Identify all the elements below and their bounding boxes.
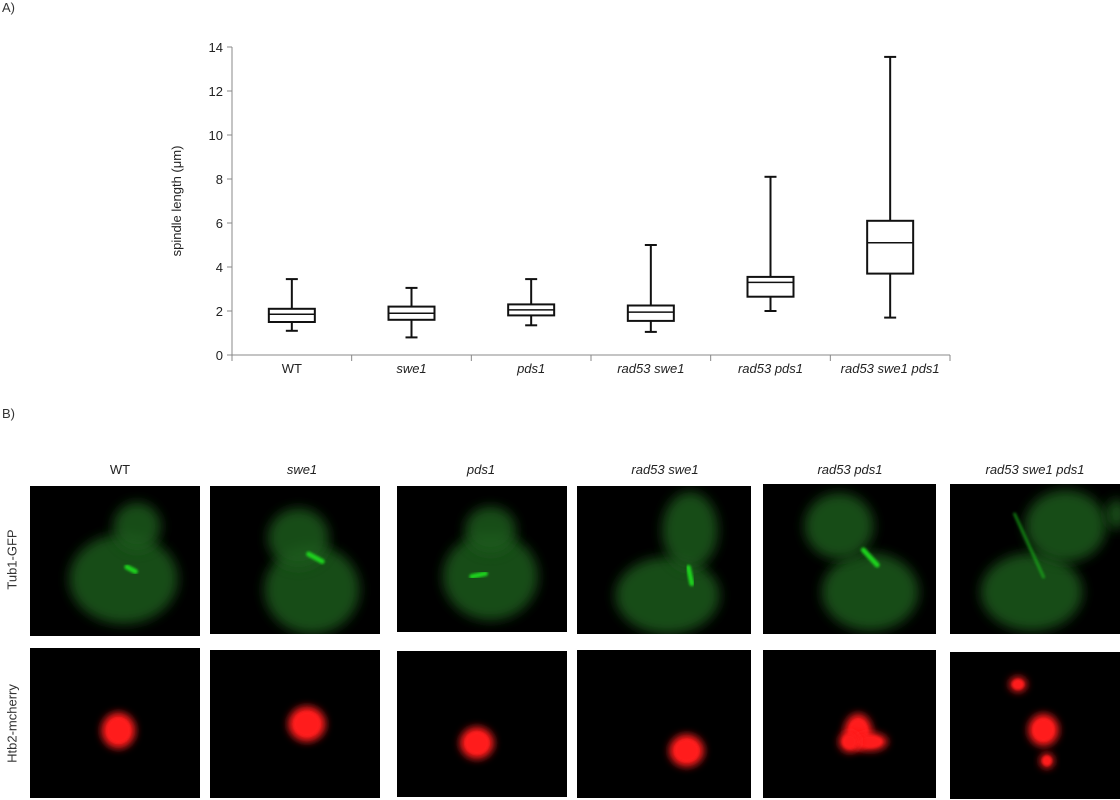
spindle — [124, 564, 138, 574]
y-tick-label: 2 — [216, 304, 223, 319]
iqr-box — [626, 304, 675, 322]
y-tick-label: 0 — [216, 348, 223, 363]
cell-body — [821, 553, 919, 631]
cell-body — [113, 502, 161, 551]
x-tick-label: WT — [282, 361, 302, 376]
gfp-micrograph — [210, 486, 380, 634]
y-tick-label: 12 — [209, 84, 223, 99]
gfp-micrograph — [397, 486, 567, 632]
iqr-box — [866, 219, 915, 275]
iqr-box — [267, 307, 316, 323]
y-tick-label: 6 — [216, 216, 223, 231]
column-title: rad53 swe1 — [631, 462, 699, 477]
nucleus-core — [465, 731, 489, 755]
mcherry-micrograph — [763, 650, 936, 798]
column-title: WT — [109, 462, 131, 477]
panel-a-label: A) — [2, 0, 15, 15]
cell-body — [980, 553, 1083, 631]
cell-body — [1024, 490, 1107, 562]
spindle — [1013, 512, 1045, 579]
column-title: rad53 pds1 — [817, 462, 883, 477]
column-title: rad53 swe1 pds1 — [985, 462, 1085, 477]
y-tick-label: 8 — [216, 172, 223, 187]
nucleus-core — [674, 739, 699, 763]
cell-body — [465, 506, 516, 554]
y-tick-label: 14 — [209, 40, 223, 55]
spindle — [860, 547, 880, 568]
nucleus-core — [1012, 679, 1024, 690]
mcherry-micrograph — [950, 652, 1120, 799]
cell-body — [267, 508, 329, 568]
nucleus-core — [1042, 755, 1052, 766]
column-title: pds1 — [466, 462, 496, 477]
x-tick-label: rad53 swe1 pds1 — [841, 361, 940, 376]
row-label-gfp: Tub1-GFP — [4, 529, 20, 590]
column-title: swe1 — [286, 462, 318, 477]
y-tick-label: 4 — [216, 260, 223, 275]
nucleus-core — [1032, 718, 1055, 742]
cell-body — [1106, 499, 1120, 529]
box-plot-chart: 0 2 4 6 8 10 12 14 spindle length (μm) WT swe1 pds1… — [169, 40, 951, 376]
cell-body — [804, 493, 874, 559]
cell-body — [442, 532, 539, 621]
cell-body — [69, 534, 178, 624]
spindle — [306, 551, 325, 564]
y-axis-label: spindle length (μm) — [169, 146, 184, 257]
cell-body — [615, 557, 720, 634]
nucleus-core — [842, 734, 857, 750]
spindle — [469, 571, 488, 580]
gfp-micrograph — [30, 486, 200, 636]
x-tick-label: rad53 swe1 — [617, 361, 684, 376]
gfp-micrograph — [763, 484, 936, 634]
cell-body — [264, 545, 360, 634]
nucleus-core — [293, 711, 320, 737]
mcherry-micrograph — [210, 650, 380, 798]
gfp-micrograph — [950, 484, 1120, 634]
nucleus-core — [858, 735, 883, 748]
cell-body — [662, 491, 718, 569]
x-tick-label: rad53 pds1 — [738, 361, 803, 376]
spindle — [685, 564, 695, 587]
row-label-mcherry: Htb2-mcherry — [4, 684, 20, 763]
nucleus-core — [106, 717, 131, 744]
x-tick-label: swe1 — [396, 361, 426, 376]
mcherry-micrograph — [30, 648, 200, 798]
y-tick-label: 10 — [209, 128, 223, 143]
mcherry-micrograph — [577, 650, 751, 798]
iqr-box — [746, 275, 795, 298]
gfp-micrograph — [577, 486, 751, 634]
x-tick-label: pds1 — [516, 361, 545, 376]
panel-b-label: B) — [2, 406, 15, 421]
mcherry-micrograph — [397, 651, 567, 797]
